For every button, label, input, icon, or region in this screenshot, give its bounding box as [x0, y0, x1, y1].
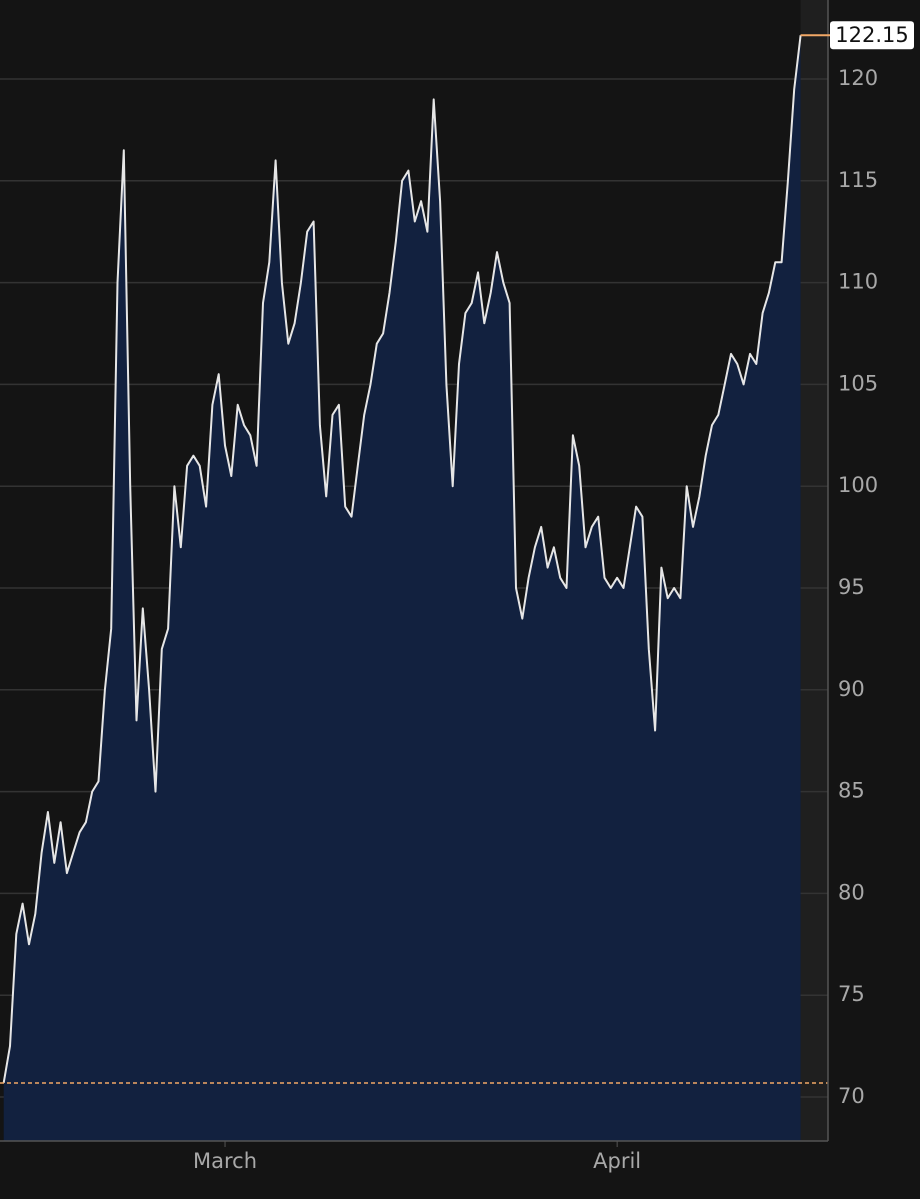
- last-price-box: [830, 21, 914, 50]
- y-tick-label: 70: [838, 1084, 865, 1108]
- y-tick-label: 85: [838, 779, 865, 803]
- area: [3, 35, 801, 1142]
- y-tick-label: 90: [838, 677, 865, 701]
- y-tick-label: 120: [838, 66, 878, 90]
- y-tick-label: 100: [838, 473, 878, 497]
- x-tick-label: April: [593, 1149, 641, 1173]
- price-line: [2, 35, 802, 1083]
- y-tick-label: 110: [838, 270, 878, 294]
- x-tick-label: March: [193, 1149, 257, 1173]
- y-tick-label: 75: [838, 982, 865, 1006]
- last-price-label: 122.15: [835, 23, 908, 47]
- y-tick-label: 80: [838, 880, 865, 904]
- y-tick-label: 105: [838, 371, 878, 395]
- y-tick-label: 95: [838, 575, 865, 599]
- future-region: [800, 0, 828, 1141]
- y-tick-label: 115: [838, 168, 878, 192]
